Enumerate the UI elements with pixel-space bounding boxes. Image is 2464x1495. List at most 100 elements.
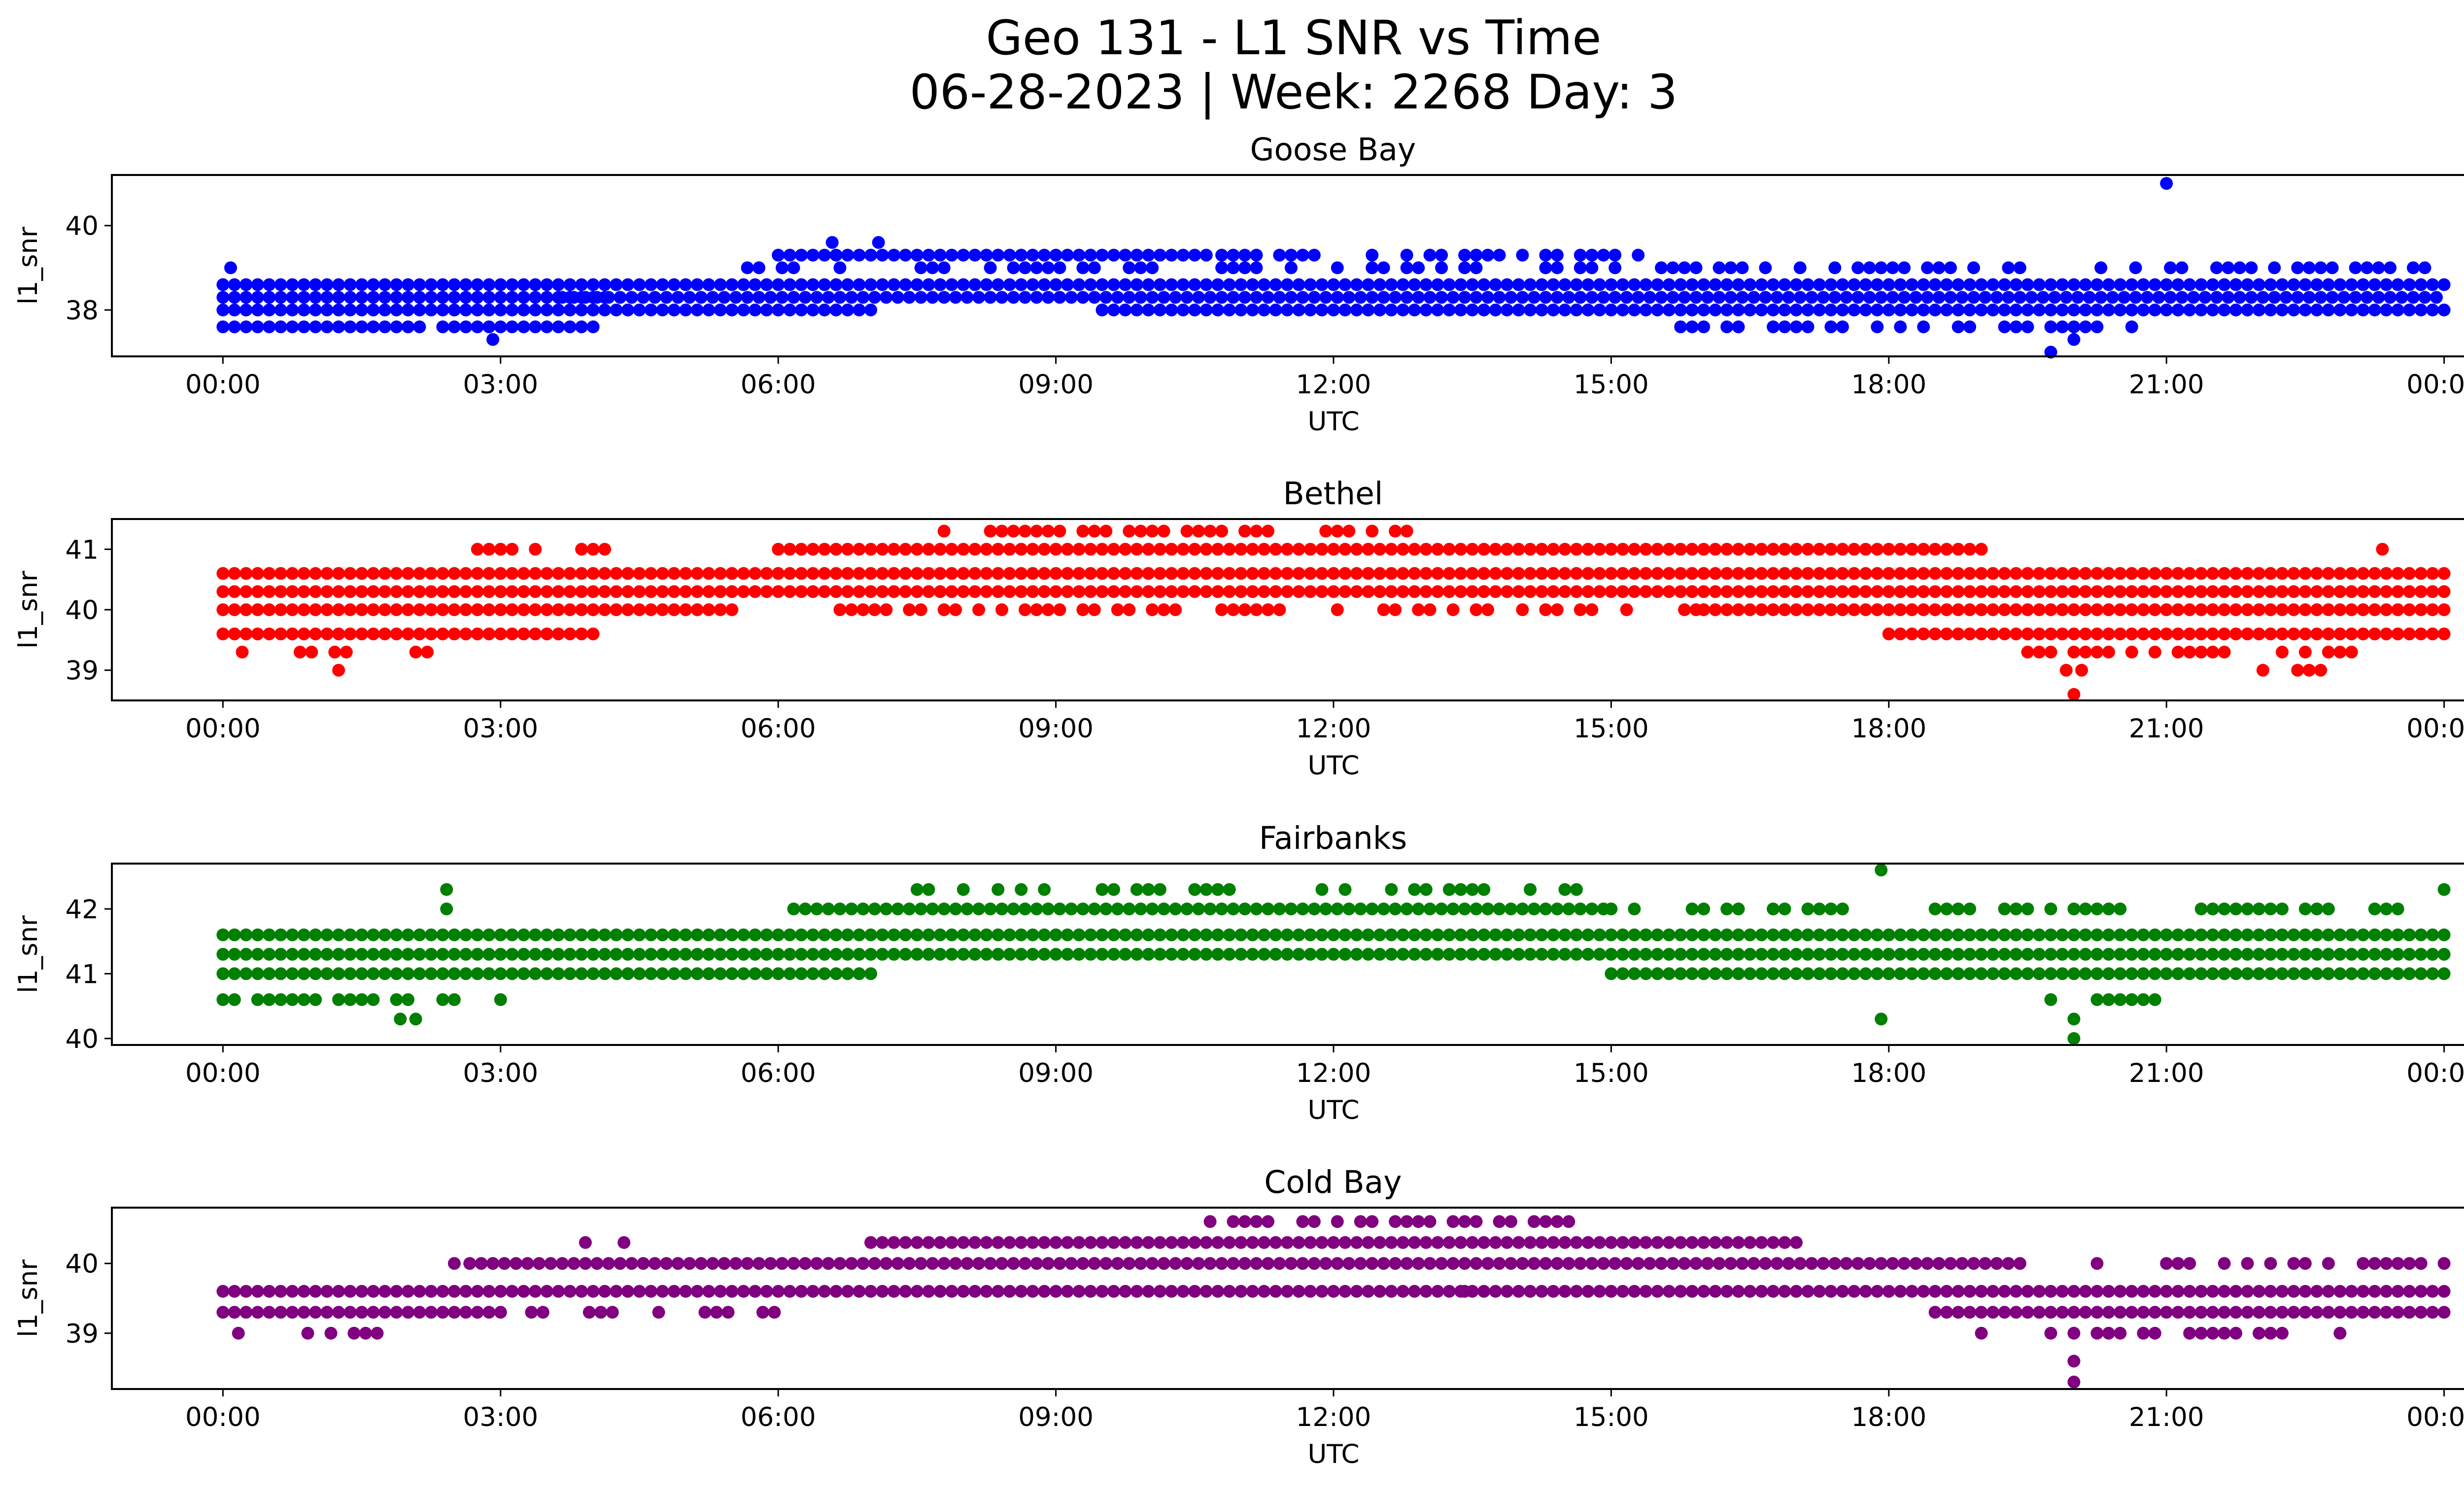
data-point xyxy=(1512,1285,1525,1298)
data-point xyxy=(1284,903,1298,915)
data-point xyxy=(1030,261,1043,275)
data-point xyxy=(1524,948,1537,961)
data-point xyxy=(1998,1306,2011,1319)
data-point xyxy=(2033,1306,2046,1319)
data-point xyxy=(1905,627,1918,641)
data-point xyxy=(1477,883,1491,896)
data-point xyxy=(1396,567,1409,580)
data-point xyxy=(2102,903,2115,915)
data-point xyxy=(482,543,496,556)
data-point xyxy=(1396,928,1409,941)
data-point xyxy=(216,928,230,941)
data-point xyxy=(320,585,334,598)
data-point xyxy=(251,928,264,941)
data-point xyxy=(957,543,970,556)
data-point xyxy=(251,291,264,304)
data-point xyxy=(1767,603,1780,616)
data-point xyxy=(1338,303,1352,316)
data-point xyxy=(2298,928,2312,941)
data-point xyxy=(340,645,353,659)
data-point xyxy=(914,1257,927,1270)
data-point xyxy=(667,567,681,580)
data-point xyxy=(1848,603,1861,616)
data-point xyxy=(2287,1306,2300,1319)
data-point xyxy=(506,543,519,556)
data-point xyxy=(1512,278,1525,291)
data-point xyxy=(1871,603,1884,616)
data-point xyxy=(263,291,276,304)
data-point xyxy=(529,967,542,980)
data-point xyxy=(236,645,249,659)
data-point xyxy=(2233,291,2246,304)
data-point xyxy=(1366,248,1379,262)
data-point xyxy=(690,948,704,961)
data-point xyxy=(656,303,669,316)
data-point xyxy=(2218,1306,2231,1319)
data-point xyxy=(1778,278,1791,291)
data-point xyxy=(1875,864,1888,877)
data-point xyxy=(1709,567,1722,580)
data-point xyxy=(286,967,299,980)
data-point xyxy=(922,948,935,961)
data-point xyxy=(575,1285,588,1298)
data-point xyxy=(1435,291,1448,304)
data-point xyxy=(1882,567,1895,580)
data-point xyxy=(1061,948,1074,961)
data-point xyxy=(1859,603,1872,616)
data-point xyxy=(251,585,264,598)
data-point xyxy=(2368,967,2381,980)
data-point xyxy=(1651,567,1664,580)
data-point xyxy=(1616,1285,1629,1298)
data-point xyxy=(1238,291,1251,304)
data-point xyxy=(614,291,627,304)
data-point xyxy=(367,291,380,304)
data-point xyxy=(1539,1215,1552,1228)
data-point xyxy=(1269,1285,1282,1298)
data-point xyxy=(2276,278,2289,291)
data-point xyxy=(1882,585,1895,598)
data-point xyxy=(1246,928,1259,941)
data-point xyxy=(841,303,854,316)
data-point xyxy=(1176,303,1190,316)
data-point xyxy=(829,248,843,262)
data-point xyxy=(2218,585,2231,598)
data-point xyxy=(2090,303,2104,316)
data-point xyxy=(1928,627,1942,641)
data-point xyxy=(880,903,893,915)
data-point xyxy=(1246,543,1259,556)
data-point xyxy=(957,928,970,941)
data-point xyxy=(910,585,924,598)
data-point xyxy=(1327,948,1340,961)
data-point xyxy=(1975,967,1988,980)
data-point xyxy=(1192,291,1205,304)
data-point xyxy=(1697,903,1711,915)
data-point xyxy=(286,585,299,598)
data-point xyxy=(610,928,623,941)
data-point xyxy=(903,291,916,304)
data-point xyxy=(2160,585,2173,598)
data-point xyxy=(621,928,634,941)
fairbanks-panel: Fairbanks 00:00 03:00 06:00 09:00 12:00 15:00… xyxy=(13,820,2464,1125)
data-point xyxy=(1662,585,1676,598)
data-point xyxy=(2021,627,2034,641)
data-point xyxy=(320,567,334,580)
y-tick-label: 39 xyxy=(66,1319,99,1349)
data-point xyxy=(1709,1236,1722,1249)
data-point xyxy=(590,291,604,304)
data-point xyxy=(1547,585,1560,598)
data-point xyxy=(1801,903,1814,915)
data-point xyxy=(1778,585,1791,598)
data-point xyxy=(1940,903,1953,915)
data-point xyxy=(1419,948,1433,961)
data-point xyxy=(1975,603,1988,616)
data-point xyxy=(2357,1306,2370,1319)
data-point xyxy=(436,948,449,961)
data-point xyxy=(1431,303,1444,316)
data-point xyxy=(2264,303,2277,316)
data-point xyxy=(240,948,253,961)
data-point xyxy=(2253,627,2265,641)
data-point xyxy=(2264,603,2277,616)
data-point xyxy=(1327,1236,1340,1249)
data-point xyxy=(2187,291,2200,304)
data-point xyxy=(390,320,403,334)
